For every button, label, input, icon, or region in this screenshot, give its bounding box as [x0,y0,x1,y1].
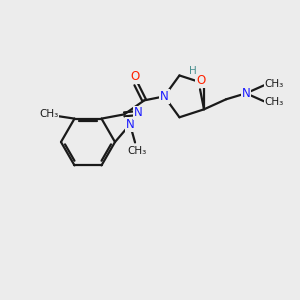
Text: N: N [126,118,134,131]
Text: CH₃: CH₃ [264,97,284,107]
Text: CH₃: CH₃ [39,109,58,118]
Text: O: O [196,74,206,87]
Text: O: O [130,70,140,83]
Text: H: H [189,66,197,76]
Text: CH₃: CH₃ [128,146,147,156]
Text: N: N [242,87,250,100]
Text: N: N [160,90,169,103]
Text: N: N [134,106,142,119]
Text: CH₃: CH₃ [264,79,284,89]
